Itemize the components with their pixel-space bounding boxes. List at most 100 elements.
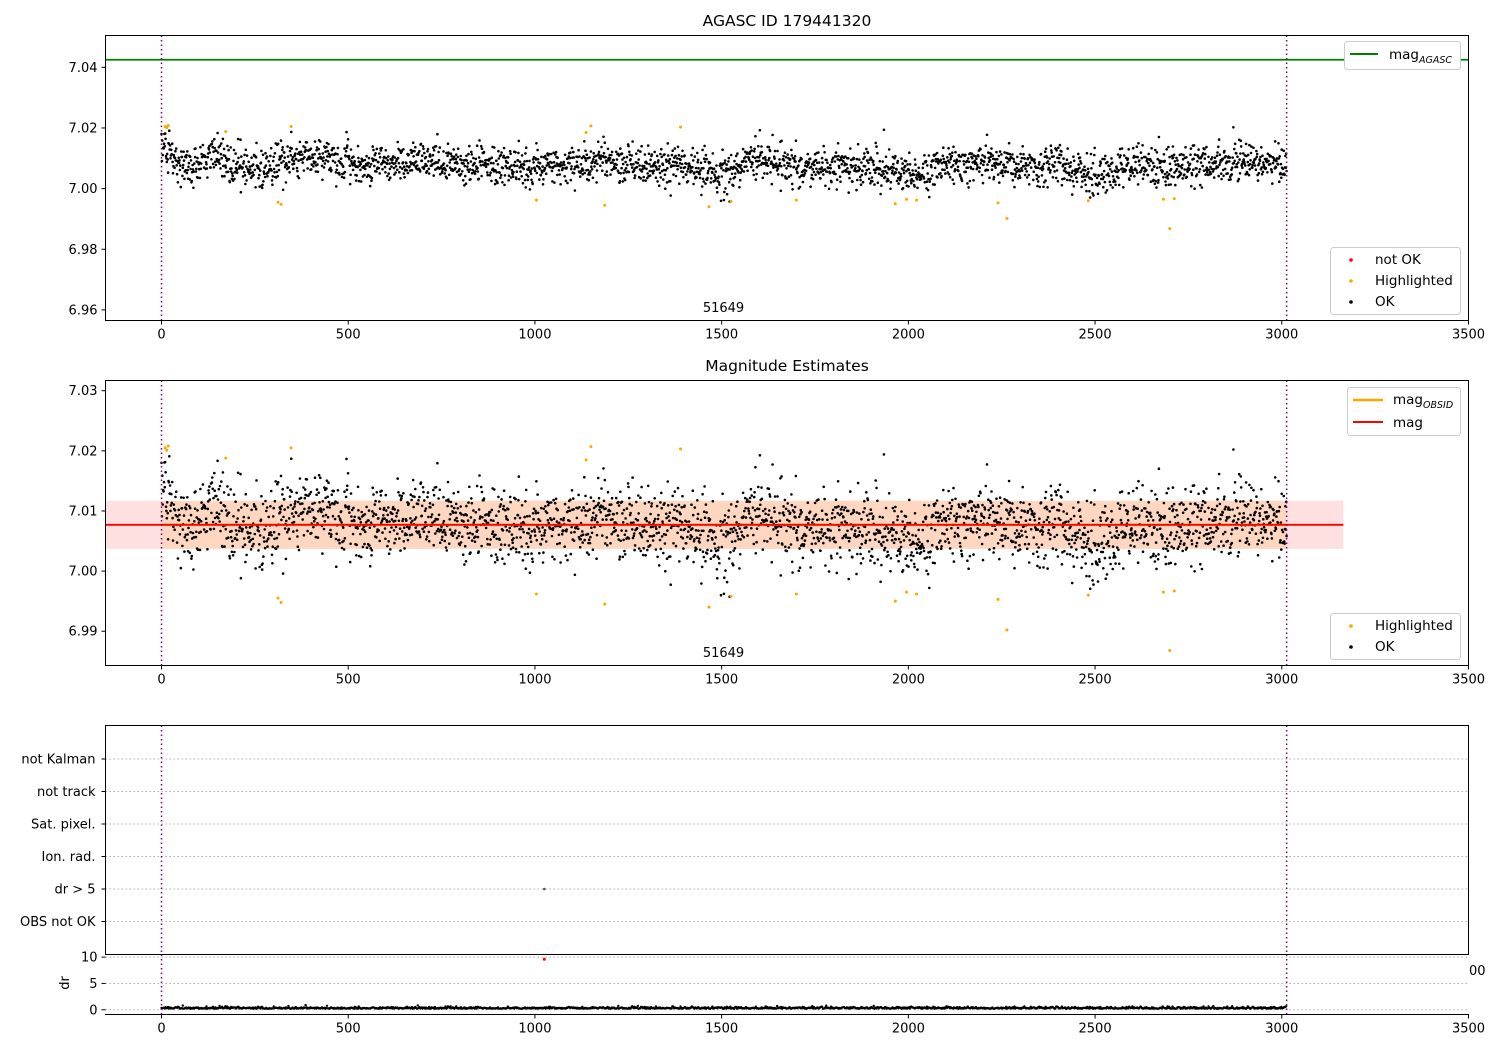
ok-point (572, 508, 575, 511)
agasc-ok-points (160, 126, 1288, 203)
ok-point (503, 183, 506, 187)
ok-point (685, 520, 688, 524)
ok-point (1280, 148, 1283, 151)
ok-point (610, 503, 613, 506)
ok-point (767, 513, 770, 517)
ok-point (828, 539, 832, 542)
ok-point (568, 156, 572, 160)
ok-point (971, 156, 974, 160)
ok-point (186, 150, 189, 153)
ok-point (842, 508, 846, 512)
ok-point (424, 155, 428, 159)
ok-point (725, 580, 729, 584)
ok-point (357, 156, 360, 160)
ok-point (528, 571, 532, 574)
ok-point (470, 501, 474, 505)
ok-point (550, 518, 553, 522)
ok-point (233, 536, 237, 540)
ok-point (986, 163, 989, 166)
ok-point (836, 480, 840, 483)
ok-point (480, 544, 483, 548)
ok-point (590, 165, 593, 168)
ok-point (443, 172, 447, 175)
ok-point (476, 170, 480, 173)
ok-point (1270, 170, 1274, 174)
ok-point (580, 509, 584, 512)
ok-point (902, 533, 905, 536)
ok-point (1208, 161, 1211, 164)
ok-point (953, 168, 957, 171)
ok-point (178, 168, 182, 172)
ok-point (569, 167, 573, 171)
ok-point (655, 154, 659, 158)
ok-point (405, 533, 409, 537)
ok-point (454, 511, 458, 514)
ok-point (981, 154, 984, 157)
ok-point (739, 171, 742, 174)
ok-point (204, 160, 208, 164)
ok-point (617, 538, 620, 541)
ok-point (1183, 168, 1186, 171)
ok-point (594, 154, 598, 158)
ok-point (1189, 153, 1192, 156)
ok-point (962, 163, 966, 166)
ok-point (1057, 156, 1061, 160)
ok-point (855, 188, 858, 192)
ok-point (631, 140, 634, 143)
ok-point (1254, 157, 1257, 161)
ok-point (581, 533, 585, 536)
ok-point (1247, 173, 1251, 177)
ok-point (874, 141, 877, 145)
ok-point (477, 508, 481, 511)
estimates-axis-ticks: 0 500 1000 1500 2000 2500 3000 35006.997.007.01… (69, 384, 1486, 687)
ok-point (604, 155, 607, 159)
ok-point (853, 532, 857, 536)
ok-point (995, 150, 998, 154)
ok-point (220, 156, 223, 160)
ok-point (650, 153, 654, 156)
ok-point (1157, 178, 1160, 182)
ok-point (718, 561, 721, 565)
ok-point (654, 176, 658, 179)
x-tick-label: 2000 (892, 673, 925, 688)
ok-point (617, 500, 620, 504)
ok-point (893, 157, 896, 160)
ok-point (183, 177, 186, 181)
ok-point (969, 527, 972, 530)
ok-point (766, 172, 769, 175)
ok-point (919, 551, 923, 554)
ok-point (875, 486, 878, 490)
ok-point (835, 506, 838, 509)
ok-point (461, 170, 464, 173)
ok-point (1150, 146, 1153, 150)
ok-point (591, 516, 594, 519)
ok-point (911, 169, 914, 172)
ok-point (597, 150, 601, 154)
ok-point (666, 504, 670, 507)
ok-point (299, 150, 303, 153)
ok-point (751, 155, 755, 158)
ok-point (535, 171, 539, 175)
highlighted-point (915, 198, 919, 202)
ok-point (338, 173, 341, 176)
ok-point (267, 537, 270, 540)
ok-point (833, 516, 837, 519)
x-tick-label: 1500 (705, 673, 738, 688)
ok-point (617, 504, 621, 507)
ok-point (330, 502, 334, 505)
ok-point (630, 154, 634, 157)
ok-point (933, 183, 936, 186)
ok-point (852, 510, 856, 513)
ok-point (314, 535, 318, 539)
ok-point (497, 495, 500, 499)
ok-point (306, 167, 309, 170)
ok-point (1233, 159, 1236, 163)
ok-point (992, 175, 996, 179)
ok-point (904, 557, 907, 560)
ok-point (768, 493, 771, 496)
ok-point (1063, 177, 1066, 180)
ok-point (1178, 170, 1181, 173)
ok-point (220, 480, 223, 483)
ok-point (621, 158, 624, 161)
ok-point (1056, 179, 1060, 183)
